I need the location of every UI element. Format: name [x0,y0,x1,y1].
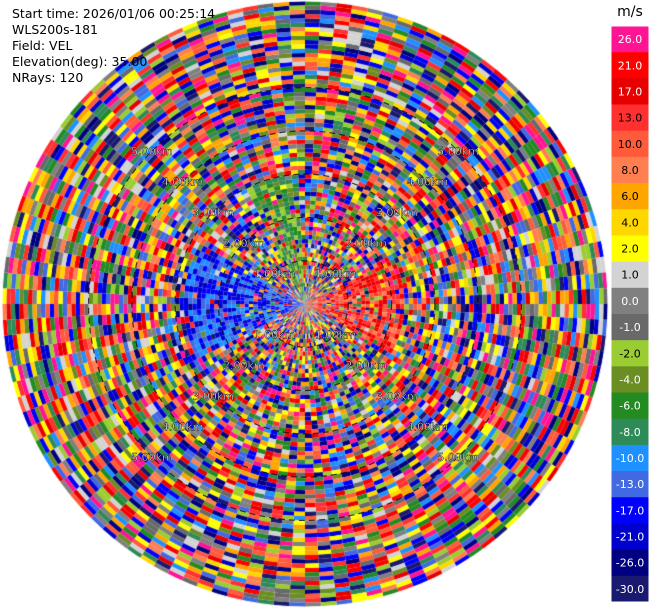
colorbar-bin [611,156,649,184]
colorbar-bin [611,497,649,524]
range-ring-label: 3.00km [192,206,234,219]
colorbar-tick-label: -30.0 [616,583,644,596]
range-ring-label: 2.00km [223,237,265,250]
colorbar-tick-label: 6.0 [621,190,639,203]
range-ring-label: 3.00km [192,390,234,403]
elevation-label: Elevation(deg): 35.00 [12,54,148,69]
colorbar-unit-label: m/s [617,4,643,20]
range-ring-4 [131,130,479,478]
colorbar-tick-label: 21.0 [618,59,643,72]
colorbar-tick-label: 4.0 [621,216,639,229]
colorbar-tick-label: -26.0 [616,557,644,570]
range-ring-label: 1.00km [254,267,296,280]
colorbar-tick-label: 13.0 [618,112,643,125]
range-ring-label: 1.00km [315,329,357,342]
range-ring-label: 5.00km [437,451,479,464]
colorbar-bin [611,471,649,498]
range-ring-label: 1.00km [254,329,296,342]
colorbar-bin [611,26,649,53]
colorbar-tick-label: 0.0 [621,295,639,308]
colorbar-bin [611,549,649,577]
range-ring-label: 5.00km [131,451,173,464]
colorbar-bin [611,366,649,394]
colorbar-tick-label: 17.0 [618,85,643,98]
colorbar-tick-label: 8.0 [621,164,639,177]
colorbar-bin [611,444,649,472]
range-ring-label: 5.00km [131,145,173,158]
scan-info-panel: Start time: 2026/01/06 00:25:14 WLS200s-… [12,6,215,86]
range-ring-label: 3.00km [376,206,418,219]
colorbar-bin [611,575,649,603]
nrays-label: NRays: 120 [12,70,84,85]
colorbar-bin [611,104,649,132]
range-ring-2 [217,216,393,392]
colorbar-tick-label: -8.0 [619,426,640,439]
colorbar-bin [611,523,649,551]
colorbar-tick-label: -17.0 [616,504,644,517]
colorbar-bin [611,314,649,341]
colorbar-tick-label: -1.0 [619,321,640,334]
colorbar-bin [611,287,649,315]
colorbar-bin [611,235,649,263]
range-ring-5 [87,86,523,522]
range-ring-label: 4.00km [162,176,204,189]
colorbar-bin [611,209,649,236]
range-ring-3 [174,173,436,435]
colorbar-tick-label: -2.0 [619,347,640,360]
range-ring-label: 4.00km [407,420,449,433]
colorbar-bin [611,340,649,367]
start-time-label: Start time: 2026/01/06 00:25:14 [12,6,216,21]
colorbar-bin [611,261,649,289]
colorbar-bin [611,183,649,210]
range-ring-1 [261,260,349,348]
range-ring-label: 5.00km [437,145,479,158]
colorbar-tick-label: -4.0 [619,373,640,386]
range-ring-label: 3.00km [376,390,418,403]
device-label: WLS200s-181 [12,22,98,37]
range-ring-label: 4.00km [162,420,204,433]
colorbar-tick-label: 2.0 [621,243,639,256]
colorbar-tick-label: 1.0 [621,269,639,282]
colorbar-tick-label: -10.0 [616,452,644,465]
colorbar-bin [611,78,649,106]
colorbar-tick-label: -13.0 [616,478,644,491]
colorbar-tick-label: -21.0 [616,531,644,544]
colorbar-tick-label: -6.0 [619,400,640,413]
range-ring-label: 4.00km [407,176,449,189]
colorbar-bin [611,392,649,420]
colorbar-bin [611,418,649,446]
range-ring-label: 2.00km [345,359,387,372]
range-ring-label: 2.00km [223,359,265,372]
field-label: Field: VEL [12,38,73,53]
range-ring-label: 1.00km [315,267,357,280]
range-ring-label: 2.00km [345,237,387,250]
colorbar-frame [610,25,650,603]
colorbar-tick-label: 10.0 [618,138,643,151]
colorbar-tick-label: 26.0 [618,33,643,46]
colorbar-bin [611,52,649,79]
colorbar-bin [611,130,649,158]
